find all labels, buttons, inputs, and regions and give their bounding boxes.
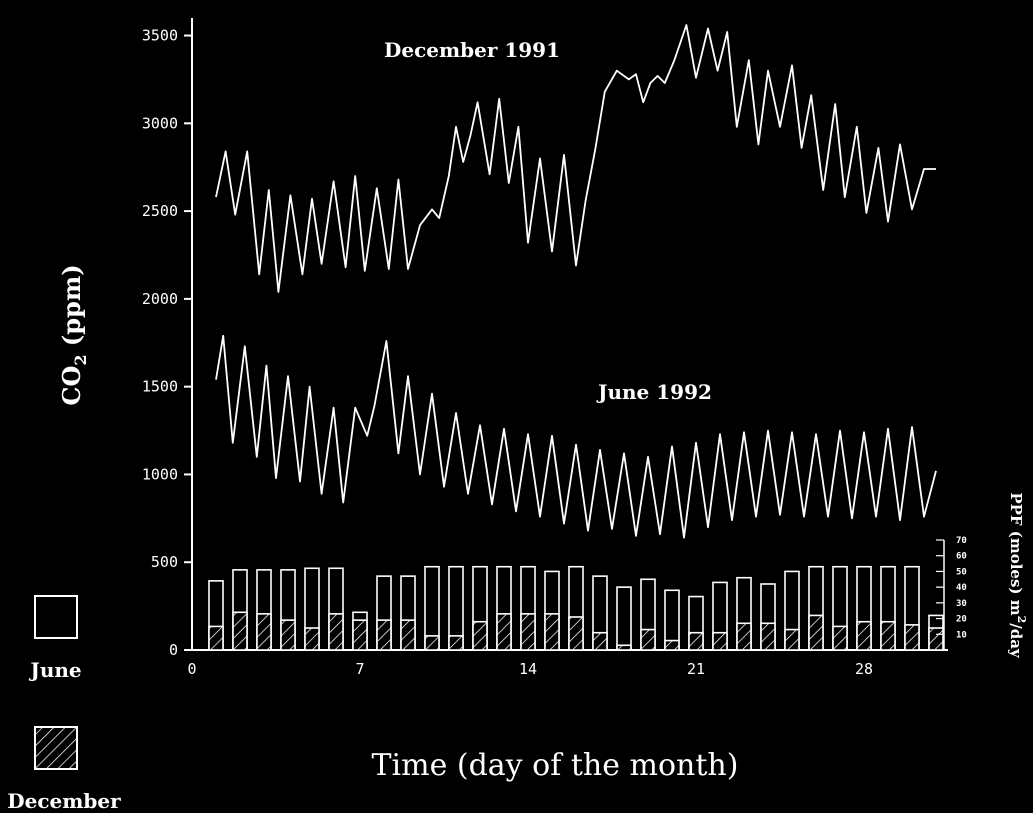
co2-lines xyxy=(215,24,937,539)
y-tick-label: 1000 xyxy=(142,465,178,483)
june-series-label: June 1992 xyxy=(596,380,712,404)
x-tick-label: 21 xyxy=(687,660,705,678)
december-ppf-bar xyxy=(376,619,392,651)
x-tick-label: 28 xyxy=(855,660,873,678)
legend-december-label: December xyxy=(7,789,121,813)
december-ppf-bar xyxy=(904,624,920,651)
december-ppf-bar xyxy=(808,614,824,651)
december-ppf-bar xyxy=(928,627,944,651)
december-ppf-bar xyxy=(712,631,728,651)
y-tick-label: 2000 xyxy=(142,290,178,308)
december-ppf-bar xyxy=(832,625,848,651)
december-ppf-bar xyxy=(448,635,464,651)
june-ppf-bar xyxy=(616,586,632,651)
y-tick-label: 3000 xyxy=(142,114,178,132)
y-tick-label: 1500 xyxy=(142,378,178,396)
legend: June December xyxy=(7,595,121,813)
x-tick-label: 14 xyxy=(519,660,537,678)
ppf-axis: 10 20 30 40 50 60 70 xyxy=(936,536,967,650)
y-tick-label: 0 xyxy=(169,641,178,659)
december-ppf-bar xyxy=(280,619,296,651)
december-ppf-bar xyxy=(256,613,272,651)
y-tick-label: 3500 xyxy=(142,27,178,45)
december-ppf-bar xyxy=(304,627,320,651)
y-tick-label: 500 xyxy=(151,553,178,571)
december-ppf-bar xyxy=(592,631,608,651)
x-axis-title: Time (day of the month) xyxy=(372,748,739,783)
december-ppf-bar xyxy=(520,613,536,651)
y-tick-label: 2500 xyxy=(142,202,178,220)
june-1992-line xyxy=(215,334,937,539)
y-ticks: 0 500 1000 1500 2000 2500 3000 3500 xyxy=(142,27,192,659)
ppf-tick-label: 10 xyxy=(956,630,967,640)
december-ppf-bar xyxy=(568,616,584,651)
ppf-axis-title: PPF (moles) m2/day xyxy=(1007,492,1028,659)
december-ppf-bar xyxy=(352,619,368,651)
legend-june-swatch xyxy=(34,595,78,639)
december-series-label: December 1991 xyxy=(384,38,560,62)
ppf-tick-label: 40 xyxy=(956,583,967,593)
december-1991-line xyxy=(215,24,936,293)
december-ppf-bar xyxy=(640,628,656,651)
x-tick-label: 7 xyxy=(355,660,364,678)
december-ppf-bar xyxy=(664,639,680,651)
december-ppf-bar xyxy=(736,622,752,651)
legend-december-swatch xyxy=(34,726,78,770)
december-ppf-bar xyxy=(424,635,440,651)
december-ppf-bar xyxy=(760,622,776,651)
december-ppf-bar xyxy=(784,628,800,651)
december-ppf-bar xyxy=(208,625,224,651)
december-ppf-bar xyxy=(496,613,512,651)
ppf-tick-label: 20 xyxy=(956,615,967,625)
x-tick-label: 0 xyxy=(187,660,196,678)
ppf-ticks: 10 20 30 40 50 60 70 xyxy=(936,536,967,640)
ppf-bars xyxy=(208,565,944,651)
y-axis-title: CO2 (ppm) xyxy=(57,264,90,405)
december-ppf-bar xyxy=(400,619,416,651)
december-ppf-bar xyxy=(328,613,344,651)
december-ppf-bar xyxy=(616,644,632,651)
december-ppf-bar xyxy=(232,611,248,651)
ppf-tick-label: 60 xyxy=(956,552,967,562)
december-ppf-bar xyxy=(544,613,560,651)
december-ppf-bar xyxy=(880,620,896,651)
december-ppf-bar xyxy=(688,631,704,651)
december-ppf-bar xyxy=(856,620,872,651)
december-ppf-bar xyxy=(472,620,488,651)
legend-june-label: June xyxy=(28,658,81,682)
ppf-tick-label: 50 xyxy=(956,567,967,577)
ppf-tick-label: 70 xyxy=(956,536,967,546)
ppf-tick-label: 30 xyxy=(956,599,967,609)
